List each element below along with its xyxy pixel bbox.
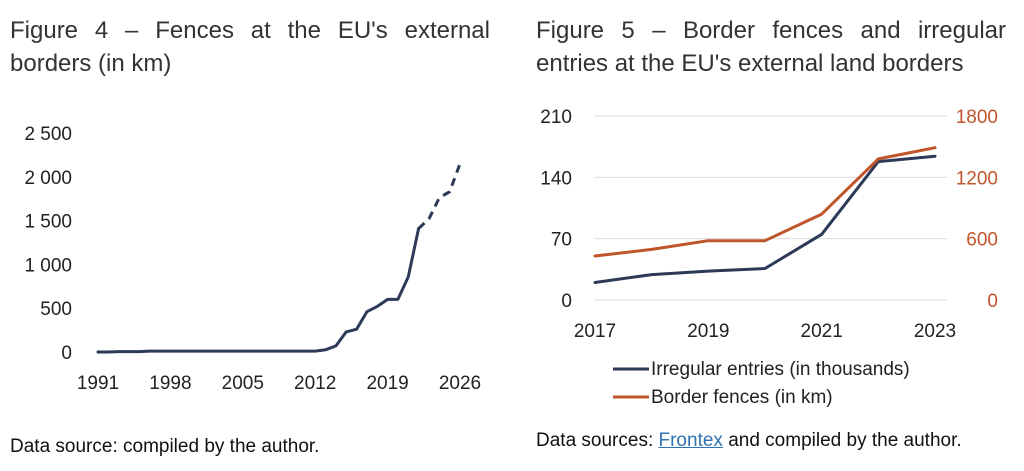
- source-suffix: and compiled by the author.: [722, 430, 962, 451]
- figure-4-source: Data source: compiled by the author.: [10, 436, 320, 457]
- x-tick-label: 1998: [149, 373, 191, 394]
- figure-4-title: Figure 4 – Fences at the EU's external b…: [10, 17, 490, 77]
- right-y-tick-label: 1200: [956, 168, 998, 189]
- right-y-tick-label: 600: [966, 230, 998, 251]
- y-tick-label: 1 500: [24, 212, 72, 233]
- fence-length-projection-line: [417, 163, 462, 230]
- legend-label: Irregular entries (in thousands): [651, 359, 910, 380]
- x-tick-label: 2012: [294, 373, 336, 394]
- figure-5-chart: 0 70 140 210 0 600 1200 1800 2017 2019 2021 2023Irr…: [540, 107, 998, 408]
- figure-4-panel: Figure 4 – Fences at the EU's external b…: [0, 0, 500, 471]
- y-tick-label: 0: [61, 343, 72, 364]
- figure-5-panel: Figure 5 – Border fences and irregular e…: [520, 0, 1024, 471]
- right-y-tick-label: 1800: [956, 107, 998, 128]
- x-tick-label: 2023: [914, 321, 956, 342]
- left-y-tick-label: 140: [540, 168, 572, 189]
- y-tick-label: 500: [40, 299, 72, 320]
- legend-label: Border fences (in km): [651, 387, 833, 408]
- left-y-tick-label: 70: [551, 230, 572, 251]
- y-tick-label: 2 500: [24, 124, 72, 145]
- x-tick-label: 2019: [366, 373, 408, 394]
- figure-4-chart: 0 500 1 000 1 500 2 000 2 500 1991 1998 2005 2012…: [24, 124, 481, 394]
- x-tick-label: 2026: [439, 373, 481, 394]
- fence-length-line: [96, 227, 421, 354]
- irregular-entries-line: [593, 154, 937, 284]
- x-tick-label: 2017: [574, 321, 616, 342]
- x-tick-label: 1991: [77, 373, 119, 394]
- x-tick-label: 2021: [801, 321, 843, 342]
- figure-5-title: Figure 5 – Border fences and irregular e…: [536, 17, 1006, 77]
- left-y-tick-label: 210: [540, 107, 572, 128]
- y-tick-label: 2 000: [24, 168, 72, 189]
- left-y-tick-label: 0: [561, 291, 572, 312]
- right-y-tick-label: 0: [987, 291, 998, 312]
- x-tick-label: 2005: [222, 373, 264, 394]
- border-fences-line: [593, 146, 937, 258]
- y-tick-label: 1 000: [24, 255, 72, 276]
- frontex-link[interactable]: Frontex: [658, 430, 723, 451]
- figure-5-source: Data sources: Frontex and compiled by th…: [536, 430, 962, 452]
- source-prefix: Data sources:: [536, 430, 659, 451]
- x-tick-label: 2019: [687, 321, 729, 342]
